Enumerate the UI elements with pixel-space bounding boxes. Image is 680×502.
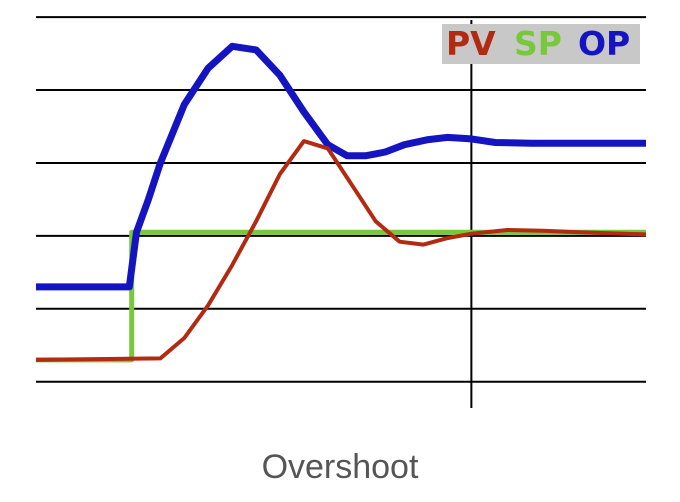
legend-pv: PV — [446, 24, 496, 63]
series-line-pv — [35, 139, 647, 362]
legend-op: OP — [578, 24, 631, 63]
series-line-sp — [36, 229, 646, 363]
legend — [442, 24, 640, 64]
figure-caption: Overshoot — [261, 448, 419, 486]
line-chart — [35, 16, 647, 408]
legend-sp: SP — [514, 24, 562, 63]
series-line-op — [36, 42, 646, 291]
